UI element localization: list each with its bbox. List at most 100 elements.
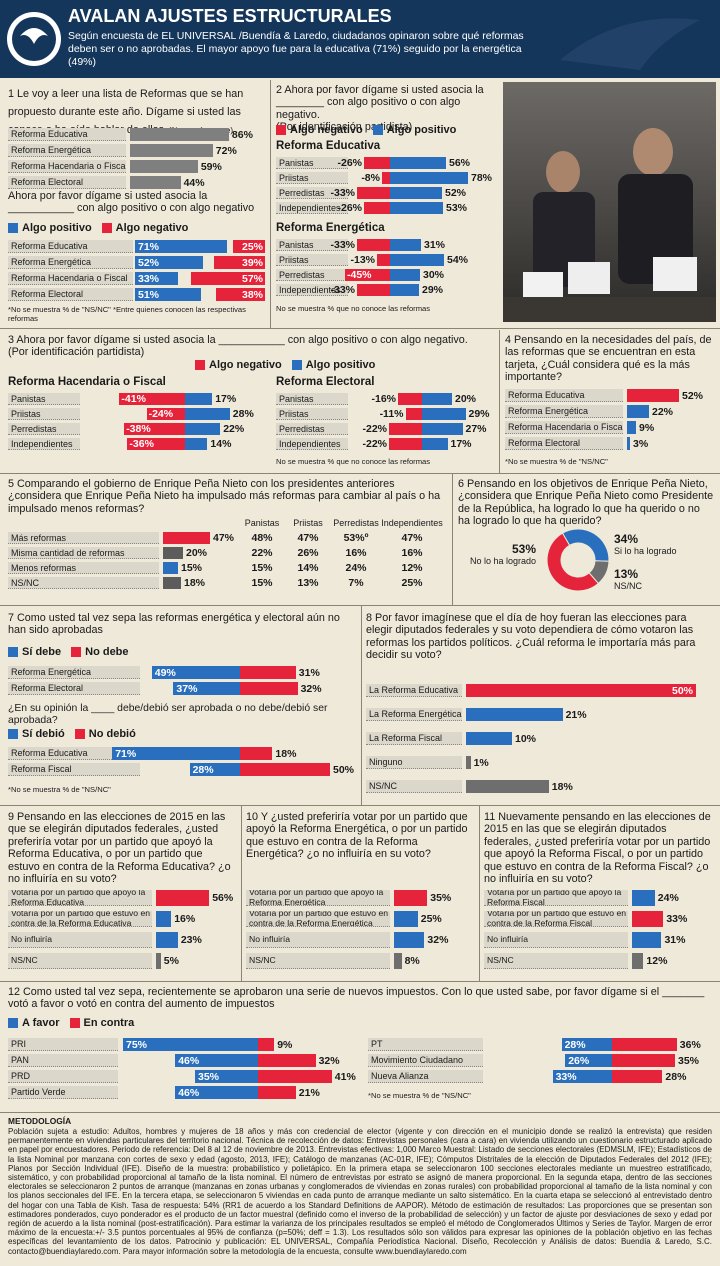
- slice-label: NS/NC: [614, 581, 643, 591]
- bar: [394, 890, 428, 906]
- question: 4 Pensando en la necesidades del país, d…: [505, 334, 712, 384]
- value-label: 33%: [555, 1070, 577, 1083]
- table-cell: 16%: [345, 547, 367, 559]
- question: 6 Pensando en los objetivos de Enrique P…: [458, 478, 714, 528]
- slice-label: Si lo ha logrado: [614, 546, 677, 556]
- bar-negative: [357, 284, 390, 296]
- bar: [240, 682, 298, 695]
- question: 7 Como usted tal vez sepa las reformas e…: [8, 612, 340, 637]
- value-label: -8%: [361, 172, 380, 184]
- table-cell: 24%: [345, 562, 367, 574]
- value-label: -26%: [337, 157, 362, 169]
- row-label: Perredistas: [8, 423, 80, 435]
- value-label: 16%: [174, 913, 196, 925]
- bar: [632, 932, 662, 948]
- bar: [135, 272, 178, 285]
- value-label: 9%: [639, 421, 655, 434]
- bar: [240, 763, 330, 776]
- bar: [112, 747, 240, 760]
- bar-positive: [390, 157, 446, 169]
- bar-negative: [398, 393, 422, 405]
- bar: [466, 780, 549, 793]
- legend-label: No debe: [85, 646, 129, 658]
- value-label: 33%: [138, 272, 160, 285]
- row-label: Priistas: [8, 408, 80, 420]
- legend-swatch: [74, 729, 85, 739]
- value-label: 41%: [334, 1070, 356, 1083]
- value-label: -36%: [129, 438, 154, 450]
- row-label: Perredistas: [276, 423, 348, 435]
- title: AVALAN AJUSTES ESTRUCTURALES: [68, 6, 392, 26]
- value-label: 71%: [138, 240, 160, 253]
- row-label: Partido Verde: [8, 1086, 118, 1099]
- legend: A favor En contra: [8, 1017, 134, 1029]
- bar: [258, 1070, 332, 1083]
- bar-label: Misma cantidad de reformas: [8, 547, 159, 559]
- text-block: Ahora por favor dígame si usted asocia l…: [8, 190, 266, 215]
- row-label: PRD: [8, 1070, 118, 1083]
- bar: [612, 1038, 677, 1051]
- bar-label: Reforma Energética: [505, 405, 623, 418]
- footnote: *No se muestra % de "NS/NC": [505, 457, 608, 466]
- value-label: 32%: [318, 1054, 340, 1067]
- bar: [156, 911, 172, 927]
- value-label: 35%: [678, 1054, 700, 1067]
- value-label: 26%: [568, 1054, 590, 1067]
- value-label: 28%: [192, 763, 214, 776]
- question: 3 Ahora por favor dígame si usted asocia…: [8, 334, 468, 346]
- bar-label: Votaría por un partido que estuvo en con…: [8, 911, 152, 927]
- value-label: 17%: [450, 438, 472, 450]
- value-label: -33%: [330, 187, 355, 199]
- value-label: 17%: [215, 393, 237, 405]
- value-label: 49%: [154, 666, 176, 679]
- value-label: 71%: [115, 747, 137, 760]
- legend-swatch: [101, 223, 112, 233]
- legend-swatch: [69, 1018, 80, 1028]
- row-label: Priistas: [276, 254, 348, 266]
- bar-negative: [127, 438, 185, 450]
- value-label: -24%: [148, 408, 174, 420]
- value-label: 86%: [231, 128, 253, 141]
- table-cell: 47%: [297, 532, 319, 544]
- legend: Sí debe No debe: [8, 646, 129, 658]
- row-label: Panistas: [276, 157, 348, 169]
- text-block: 7 Como usted tal vez sepa las reformas e…: [8, 612, 358, 637]
- legend: Algo negativo Algo positivo: [276, 124, 456, 136]
- value-label: 1%: [473, 756, 489, 769]
- bar-label: Reforma Energética: [8, 144, 126, 157]
- bar: [240, 666, 296, 679]
- value-label: 31%: [424, 239, 446, 251]
- bar-label: Votaría por un partido que apoyó la Refo…: [484, 890, 628, 906]
- value-label: 3%: [633, 437, 649, 450]
- bar: [627, 437, 630, 450]
- value-label: 14%: [210, 438, 232, 450]
- value-label: 56%: [449, 157, 471, 169]
- value-label: 46%: [178, 1054, 200, 1067]
- text-block: 3 Ahora por favor dígame si usted asocia…: [8, 334, 493, 359]
- legend-label: Algo negativo: [115, 222, 189, 234]
- methodology-text: Población sujeta a estudio: Adultos, hom…: [8, 1127, 712, 1256]
- value-label: -26%: [337, 202, 362, 214]
- value-label: 18%: [184, 577, 206, 589]
- value-label: 46%: [178, 1086, 200, 1099]
- bar: [130, 160, 198, 173]
- bar: [215, 288, 265, 301]
- bar: [135, 240, 228, 253]
- row-label: Reforma Hacendaria o Fiscal: [8, 272, 133, 285]
- value-label: -11%: [379, 408, 404, 420]
- bar: [394, 911, 418, 927]
- value-label: 51%: [138, 288, 160, 301]
- text-block: 10 Y ¿usted preferiría votar por un part…: [246, 811, 474, 861]
- row-label: Panistas: [276, 239, 348, 251]
- bar: [632, 890, 655, 906]
- slice-value: 53%: [511, 542, 536, 556]
- bar: [135, 288, 202, 301]
- value-label: -38%: [126, 423, 151, 435]
- divider: [0, 981, 720, 982]
- bar-label: NS/NC: [246, 953, 390, 969]
- row-label: Independientes: [276, 284, 348, 296]
- legend-label: No debió: [88, 728, 136, 740]
- bar-label: NS/NC: [484, 953, 628, 969]
- value-label: 44%: [183, 176, 205, 189]
- bar-positive: [390, 187, 442, 199]
